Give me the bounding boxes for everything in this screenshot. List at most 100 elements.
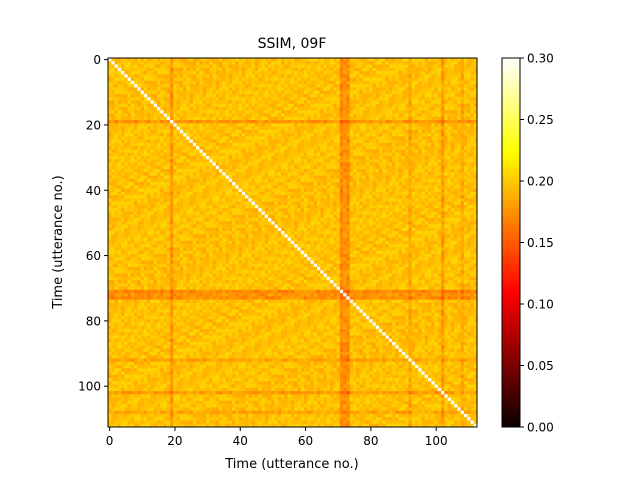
heatmap-cell bbox=[186, 106, 190, 111]
heatmap-cell bbox=[375, 113, 380, 118]
heatmap-cell bbox=[219, 90, 223, 95]
heatmap-cell bbox=[235, 116, 239, 121]
heatmap-cell bbox=[117, 129, 122, 134]
heatmap-cell bbox=[405, 110, 409, 114]
heatmap-cell bbox=[111, 136, 115, 140]
heatmap-cell bbox=[114, 146, 119, 150]
heatmap-cell bbox=[147, 116, 151, 121]
heatmap-cell bbox=[147, 172, 151, 176]
heatmap-cell bbox=[189, 90, 194, 95]
heatmap-cell bbox=[287, 120, 292, 124]
heatmap-cell bbox=[356, 149, 360, 154]
heatmap-cell bbox=[339, 80, 344, 85]
heatmap-cell bbox=[192, 159, 197, 163]
heatmap-cell bbox=[235, 87, 239, 92]
heatmap-cell bbox=[369, 146, 373, 150]
heatmap-cell bbox=[160, 58, 164, 62]
heatmap-cell bbox=[147, 133, 151, 137]
heatmap-cell bbox=[111, 113, 115, 118]
heatmap-cell bbox=[336, 110, 341, 114]
heatmap-cell bbox=[382, 155, 386, 160]
heatmap-cell bbox=[405, 136, 409, 140]
heatmap-cell bbox=[359, 178, 364, 183]
heatmap-cell bbox=[183, 100, 187, 105]
heatmap-cell bbox=[140, 106, 145, 111]
heatmap-cell bbox=[281, 58, 285, 62]
heatmap-cell bbox=[238, 155, 243, 160]
heatmap-cell bbox=[349, 120, 354, 124]
heatmap-cell bbox=[199, 175, 204, 180]
heatmap-cell bbox=[127, 162, 132, 167]
heatmap-cell bbox=[395, 74, 399, 78]
heatmap-cell bbox=[261, 103, 266, 108]
heatmap-cell bbox=[352, 126, 357, 131]
heatmap-cell bbox=[362, 110, 367, 114]
heatmap-cell bbox=[450, 198, 455, 203]
heatmap-cell bbox=[320, 116, 324, 121]
heatmap-cell bbox=[232, 188, 236, 193]
heatmap-cell bbox=[395, 188, 399, 193]
heatmap-cell bbox=[121, 77, 125, 82]
heatmap-cell bbox=[127, 87, 132, 92]
heatmap-cell bbox=[150, 84, 155, 88]
heatmap-cell bbox=[212, 90, 217, 95]
heatmap-cell bbox=[232, 84, 236, 88]
heatmap-cell bbox=[359, 90, 364, 95]
heatmap-cell bbox=[323, 169, 328, 173]
heatmap-cell bbox=[388, 120, 393, 124]
heatmap-cell bbox=[450, 172, 455, 176]
heatmap-cell bbox=[349, 142, 354, 147]
heatmap-cell bbox=[258, 152, 262, 157]
heatmap-cell bbox=[359, 116, 364, 121]
heatmap-cell bbox=[303, 191, 308, 196]
heatmap-cell bbox=[395, 178, 399, 183]
heatmap-cell bbox=[398, 100, 403, 105]
heatmap-cell bbox=[310, 100, 315, 105]
heatmap-cell bbox=[431, 152, 435, 157]
heatmap-cell bbox=[248, 113, 253, 118]
heatmap-cell bbox=[179, 120, 184, 124]
heatmap-cell bbox=[297, 169, 302, 173]
heatmap-cell bbox=[431, 149, 435, 154]
heatmap-cell bbox=[421, 169, 426, 173]
heatmap-cell bbox=[294, 97, 298, 101]
heatmap-cell bbox=[209, 136, 213, 140]
heatmap-cell bbox=[424, 142, 429, 147]
heatmap-cell bbox=[411, 149, 416, 154]
heatmap-cell bbox=[356, 146, 360, 150]
heatmap-cell bbox=[183, 198, 187, 203]
heatmap-cell bbox=[310, 188, 315, 193]
heatmap-cell bbox=[284, 175, 288, 180]
heatmap-cell bbox=[307, 113, 311, 118]
heatmap-cell bbox=[352, 133, 357, 137]
heatmap-cell bbox=[202, 100, 207, 105]
heatmap-cell bbox=[294, 178, 298, 183]
heatmap-cell bbox=[108, 133, 112, 137]
heatmap-cell bbox=[150, 172, 155, 176]
heatmap-cell bbox=[173, 149, 177, 154]
heatmap-cell bbox=[326, 146, 331, 150]
heatmap-cell bbox=[215, 185, 220, 189]
heatmap-cell bbox=[134, 133, 138, 137]
heatmap-cell bbox=[274, 120, 279, 124]
heatmap-cell bbox=[222, 172, 226, 176]
heatmap-cell bbox=[156, 149, 161, 154]
heatmap-cell bbox=[228, 126, 233, 131]
heatmap-cell bbox=[405, 71, 409, 75]
heatmap-cell bbox=[245, 67, 249, 72]
heatmap-cell bbox=[316, 64, 321, 69]
heatmap-cell bbox=[300, 126, 305, 131]
heatmap-cell bbox=[428, 93, 432, 98]
heatmap-cell bbox=[290, 123, 295, 127]
heatmap-cell bbox=[294, 90, 298, 95]
heatmap-cell bbox=[212, 172, 217, 176]
heatmap-cell bbox=[251, 116, 256, 121]
heatmap-cell bbox=[463, 97, 468, 101]
heatmap-cell bbox=[405, 152, 409, 157]
heatmap-cell bbox=[179, 178, 184, 183]
heatmap-cell bbox=[303, 152, 308, 157]
heatmap-cell bbox=[179, 84, 184, 88]
heatmap-cell bbox=[205, 87, 210, 92]
heatmap-cell bbox=[333, 116, 337, 121]
heatmap-cell bbox=[232, 113, 236, 118]
